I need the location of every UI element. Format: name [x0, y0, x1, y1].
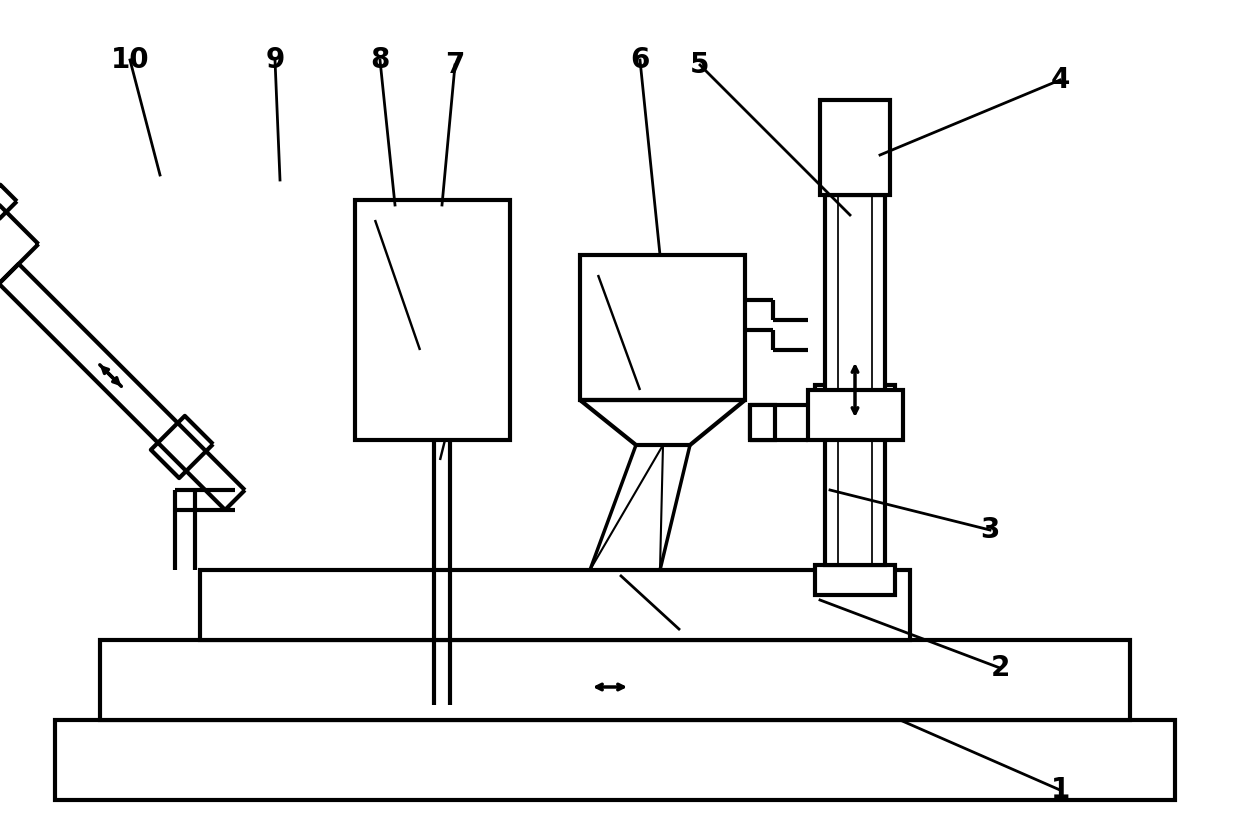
Text: 9: 9 — [265, 46, 285, 74]
Bar — [825, 195, 885, 565]
Bar — [55, 720, 1175, 800]
Text: 1: 1 — [1051, 776, 1069, 804]
Bar — [815, 565, 895, 595]
Bar — [100, 640, 1130, 720]
Text: 3: 3 — [980, 516, 1000, 544]
Text: 7: 7 — [445, 51, 465, 79]
Bar — [815, 385, 895, 415]
Text: 5: 5 — [690, 51, 710, 79]
Text: 2: 2 — [990, 654, 1010, 682]
Bar — [820, 100, 890, 195]
Bar — [750, 405, 776, 440]
Bar — [580, 255, 745, 400]
Text: 8: 8 — [370, 46, 390, 74]
Text: 10: 10 — [110, 46, 150, 74]
Bar — [199, 570, 909, 640]
Text: 6: 6 — [631, 46, 649, 74]
Text: 4: 4 — [1051, 66, 1069, 94]
Bar — [356, 200, 510, 440]
Bar — [808, 390, 903, 440]
